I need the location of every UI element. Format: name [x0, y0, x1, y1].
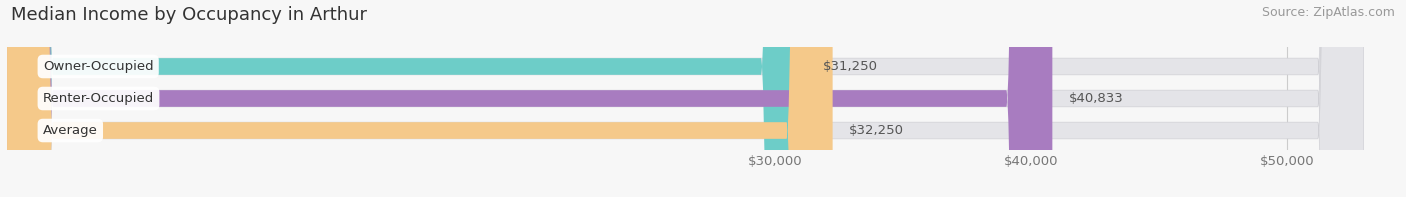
FancyBboxPatch shape	[7, 0, 1364, 197]
Text: Owner-Occupied: Owner-Occupied	[42, 60, 153, 73]
FancyBboxPatch shape	[7, 0, 832, 197]
FancyBboxPatch shape	[7, 0, 1052, 197]
Text: $31,250: $31,250	[824, 60, 879, 73]
Text: Renter-Occupied: Renter-Occupied	[42, 92, 155, 105]
FancyBboxPatch shape	[7, 0, 807, 197]
FancyBboxPatch shape	[7, 0, 1364, 197]
Text: $40,833: $40,833	[1069, 92, 1123, 105]
Text: Median Income by Occupancy in Arthur: Median Income by Occupancy in Arthur	[11, 6, 367, 24]
FancyBboxPatch shape	[7, 0, 1364, 197]
Text: Average: Average	[42, 124, 98, 137]
Text: $32,250: $32,250	[849, 124, 904, 137]
Text: Source: ZipAtlas.com: Source: ZipAtlas.com	[1261, 6, 1395, 19]
